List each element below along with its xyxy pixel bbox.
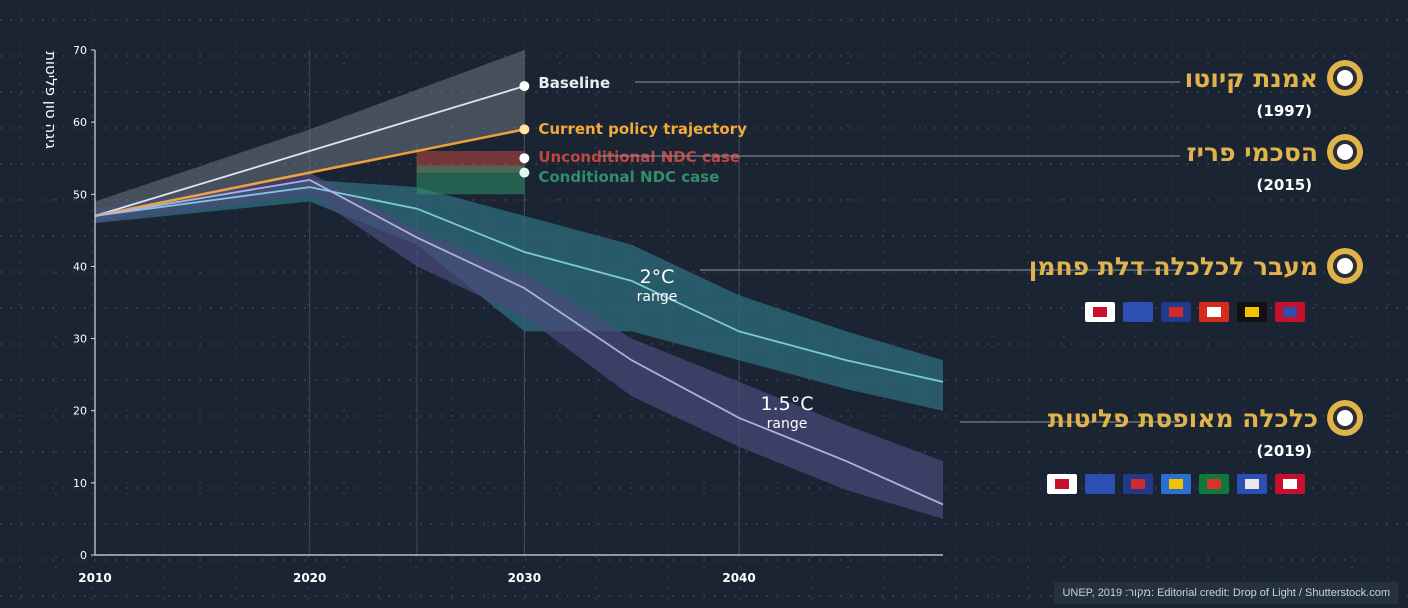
y-tick-label: 0 <box>80 549 87 562</box>
y-tick-label: 20 <box>73 405 87 418</box>
two-range-label: 2°C range <box>637 266 678 305</box>
flag-emblem <box>1169 479 1183 489</box>
x-tick-label: 2030 <box>508 571 541 585</box>
milestone-dot <box>1337 70 1353 86</box>
current-line <box>94 128 525 218</box>
onefive-line <box>94 178 944 506</box>
x-tick-label: 2020 <box>293 571 326 585</box>
x-tick-label: 2010 <box>78 571 111 585</box>
y-tick-label: 50 <box>73 188 87 201</box>
uncond-marker <box>519 153 530 164</box>
flag-emblem <box>1131 307 1145 317</box>
flag-emblem <box>1169 307 1183 317</box>
y-tick-label: 70 <box>73 44 87 57</box>
range-bands <box>95 50 943 519</box>
ndc-bars <box>417 151 525 195</box>
flag-emblem <box>1283 479 1297 489</box>
current-marker <box>519 124 530 135</box>
flag-emblem <box>1093 479 1107 489</box>
milestone-year: (2019) <box>1257 442 1312 460</box>
uncond-label: Unconditional NDC case <box>538 148 740 166</box>
baseline-label: Baseline <box>538 74 610 92</box>
flag-emblem <box>1207 307 1221 317</box>
milestones: אמנת קיוטו (1997) הסכמי פריז (2015) מעבר לכל… <box>600 60 1363 494</box>
milestone-dot <box>1337 410 1353 426</box>
y-tick-label: 40 <box>73 260 87 273</box>
cond-marker <box>519 167 530 178</box>
y-axis-label: גיגה טון פליטות <box>42 51 60 149</box>
flag-emblem <box>1283 307 1297 317</box>
image-credit: UNEP, 2019 :מקור: Editorial credit: Drop… <box>1054 582 1398 604</box>
milestone-dot <box>1337 144 1353 160</box>
flag-emblem <box>1131 479 1145 489</box>
y-tick-label: 60 <box>73 116 87 129</box>
two-line <box>94 186 944 383</box>
series-lines <box>94 85 944 506</box>
y-tick-label: 30 <box>73 333 87 346</box>
flag-emblem <box>1093 307 1107 317</box>
baseline-line <box>94 85 525 217</box>
onefive-band <box>95 172 943 519</box>
flag-emblem <box>1245 307 1259 317</box>
x-tick-label: 2040 <box>722 571 755 585</box>
flag-emblem <box>1207 479 1221 489</box>
current-label: Current policy trajectory <box>538 120 747 138</box>
milestone-year: (1997) <box>1257 102 1312 120</box>
milestone-title: כלכלה מאופסת פליטות <box>1048 404 1318 433</box>
milestone-title: הסכמי פריז <box>1187 138 1318 167</box>
cond-label: Conditional NDC case <box>538 168 719 186</box>
flag-emblem <box>1245 479 1259 489</box>
y-tick-label: 10 <box>73 477 87 490</box>
flag-emblem <box>1055 479 1069 489</box>
series-labels: Baseline Current policy trajectory Uncondi… <box>519 74 813 432</box>
onefive-range-label: 1.5°C range <box>761 393 814 432</box>
milestone-title: מעבר לכלכלה דלת פחמן <box>1029 252 1318 281</box>
milestone-year: (2015) <box>1257 176 1312 194</box>
milestone-title: אמנת קיוטו <box>1185 64 1318 93</box>
baseline-marker <box>519 81 530 92</box>
cond-bar <box>417 165 525 195</box>
baseline-band <box>95 50 525 224</box>
milestone-dot <box>1337 258 1353 274</box>
